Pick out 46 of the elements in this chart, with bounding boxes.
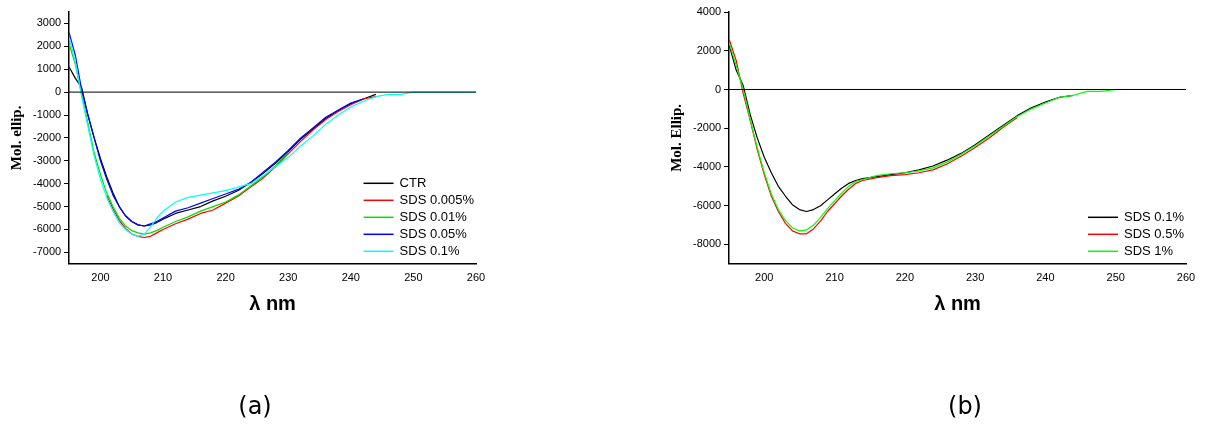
- y-tick-label: 3000: [36, 16, 62, 29]
- y-tick-label: 2000: [36, 39, 62, 52]
- legend-label: SDS 0.05%: [399, 225, 468, 241]
- text: (a): [237, 392, 273, 420]
- legend-label: SDS 0.1%: [1124, 208, 1185, 224]
- y-tick-label: 0: [715, 82, 722, 95]
- y-tick-label: -7000: [32, 245, 62, 258]
- x-tick-label: 260: [1176, 271, 1196, 284]
- x-tick-label: 230: [279, 271, 298, 284]
- legend-label: SDS 0.01%: [399, 208, 468, 224]
- legend-label: SDS 1%: [1124, 242, 1174, 258]
- y-tick-label: -2000: [692, 121, 722, 134]
- x-tick-label: 200: [91, 271, 110, 284]
- y-tick-label: 2000: [696, 43, 722, 56]
- x-axis-title: λ nm: [934, 291, 981, 314]
- y-tick-label: -4000: [692, 159, 722, 172]
- x-tick-label: 240: [1036, 271, 1055, 284]
- y-tick-label: 1000: [36, 62, 62, 75]
- x-tick-label: 220: [216, 271, 235, 284]
- y-tick-label: -8000: [692, 237, 722, 250]
- y-tick-label: -6000: [692, 198, 722, 211]
- legend-label: SDS 0.5%: [1124, 225, 1185, 241]
- y-tick-label: -1000: [32, 108, 62, 121]
- x-tick-label: 220: [895, 271, 915, 284]
- y-axis-title: Mol. Ellip.: [667, 103, 684, 172]
- y-tick-label: 4000: [696, 5, 722, 18]
- x-tick-label: 200: [755, 271, 774, 284]
- x-tick-label: 210: [825, 271, 844, 284]
- y-tick-label: -6000: [32, 222, 62, 235]
- y-tick-label: -2000: [32, 130, 62, 143]
- legend-label: CTR: [399, 174, 427, 190]
- y-tick-label: 0: [55, 85, 62, 98]
- x-tick-label: 250: [1106, 271, 1125, 284]
- y-axis-title: Mol. ellip.: [7, 105, 24, 171]
- text: (b): [947, 392, 983, 420]
- x-tick-label: 210: [153, 271, 173, 284]
- x-tick-label: 230: [965, 271, 985, 284]
- x-tick-label: 240: [341, 271, 360, 284]
- x-tick-label: 250: [404, 271, 423, 284]
- y-tick-label: -4000: [32, 176, 62, 189]
- y-tick-label: -5000: [32, 199, 62, 212]
- legend-label: SDS 0.1%: [399, 242, 460, 258]
- legend-label: SDS 0.005%: [399, 191, 475, 207]
- y-tick-label: -3000: [32, 153, 62, 166]
- x-axis-title: λ nm: [249, 291, 296, 314]
- x-tick-label: 260: [466, 271, 486, 284]
